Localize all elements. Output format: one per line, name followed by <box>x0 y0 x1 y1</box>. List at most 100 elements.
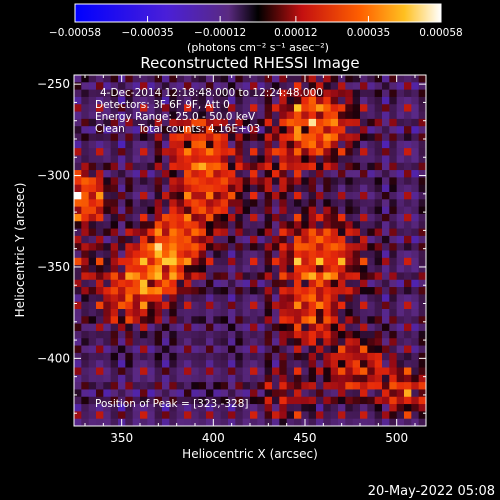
heatmap-cell <box>279 382 288 390</box>
heatmap-cell <box>308 309 317 317</box>
heatmap-cell <box>352 309 361 317</box>
heatmap-cell <box>404 367 412 376</box>
heatmap-cell <box>257 272 266 281</box>
heatmap-cell <box>147 118 156 127</box>
heatmap-cell <box>184 382 192 390</box>
heatmap-cell <box>404 360 412 368</box>
heatmap-cell <box>389 133 398 142</box>
heatmap-cell <box>242 367 251 376</box>
heatmap-cell <box>396 96 405 105</box>
heatmap-cell <box>279 330 288 339</box>
heatmap-cell <box>96 338 104 346</box>
heatmap-cell <box>176 235 185 244</box>
heatmap-cell <box>330 118 339 127</box>
heatmap-cell <box>374 206 383 215</box>
heatmap-cell <box>132 389 141 398</box>
heatmap-cell <box>272 272 280 281</box>
heatmap-cell <box>396 389 405 398</box>
heatmap-cell <box>345 367 354 376</box>
heatmap-cell <box>286 148 295 156</box>
heatmap-cell <box>404 75 412 83</box>
heatmap-cell <box>286 89 295 98</box>
heatmap-cell <box>301 287 310 295</box>
heatmap-cell <box>140 118 148 127</box>
heatmap-cell <box>118 111 126 120</box>
x-tick-label: 500 <box>385 431 408 445</box>
heatmap-cell <box>132 279 141 288</box>
heatmap-cell <box>74 192 82 200</box>
heatmap-cell <box>411 301 420 310</box>
heatmap-cell <box>140 382 148 390</box>
heatmap-cell <box>367 330 376 339</box>
heatmap-cell <box>132 250 141 259</box>
heatmap-cell <box>96 367 104 376</box>
heatmap-cell <box>110 396 119 405</box>
heatmap-cell <box>235 148 244 156</box>
heatmap-cell <box>235 96 244 105</box>
heatmap-cell <box>411 294 420 303</box>
heatmap-cell <box>264 301 273 310</box>
heatmap-cell <box>286 382 295 390</box>
heatmap-cell <box>272 140 280 149</box>
heatmap-cell <box>132 111 141 120</box>
heatmap-cell <box>382 104 390 112</box>
heatmap-cell <box>264 272 273 281</box>
heatmap-cell <box>213 279 222 288</box>
heatmap-cell <box>235 104 244 112</box>
heatmap-cell <box>404 257 412 266</box>
heatmap-cell <box>213 199 222 208</box>
heatmap-cell <box>110 213 119 222</box>
footer-date: 20-May-2022 05:08 <box>368 484 495 499</box>
heatmap-cell <box>110 272 119 281</box>
heatmap-cell <box>184 257 192 266</box>
heatmap-cell <box>418 316 426 325</box>
heatmap-cell <box>389 257 398 266</box>
heatmap-cell <box>418 374 426 383</box>
heatmap-cell <box>338 396 346 405</box>
heatmap-cell <box>96 279 104 288</box>
heatmap-cell <box>404 89 412 98</box>
heatmap-cell <box>169 272 178 281</box>
heatmap-cell <box>74 133 82 142</box>
heatmap-cell <box>154 411 163 420</box>
heatmap-cell <box>411 104 420 112</box>
heatmap-cell <box>118 272 126 281</box>
heatmap-cell <box>132 75 141 83</box>
heatmap-cell <box>396 118 405 127</box>
heatmap-cell <box>301 411 310 420</box>
heatmap-cell <box>286 396 295 405</box>
heatmap-cell <box>220 294 229 303</box>
heatmap-cell <box>118 155 126 164</box>
heatmap-cell <box>374 316 383 325</box>
heatmap-cell <box>213 411 222 420</box>
heatmap-cell <box>294 279 302 288</box>
heatmap-cell <box>154 389 163 398</box>
heatmap-cell <box>162 272 170 281</box>
heatmap-cell <box>418 192 426 200</box>
heatmap-cell <box>169 206 178 215</box>
heatmap-cell <box>81 170 90 178</box>
heatmap-cell <box>235 170 244 178</box>
heatmap-cell <box>286 265 295 273</box>
heatmap-cell <box>411 345 420 354</box>
heatmap-cell <box>250 118 258 127</box>
heatmap-cell <box>191 213 200 222</box>
heatmap-cell <box>323 294 332 303</box>
heatmap-cell <box>360 389 368 398</box>
heatmap-cell <box>389 389 398 398</box>
heatmap-cell <box>132 170 141 178</box>
heatmap-cell <box>74 221 82 229</box>
heatmap-cell <box>418 301 426 310</box>
heatmap-cell <box>250 265 258 273</box>
heatmap-cell <box>198 118 207 127</box>
heatmap-cell <box>132 228 141 237</box>
heatmap-cell <box>294 75 302 83</box>
heatmap-cell <box>316 389 324 398</box>
heatmap-cell <box>382 199 390 208</box>
heatmap-cell <box>396 272 405 281</box>
heatmap-cell <box>176 206 185 215</box>
heatmap-cell <box>257 352 266 361</box>
heatmap-cell <box>220 162 229 171</box>
heatmap-cell <box>235 374 244 383</box>
heatmap-cell <box>184 111 192 120</box>
